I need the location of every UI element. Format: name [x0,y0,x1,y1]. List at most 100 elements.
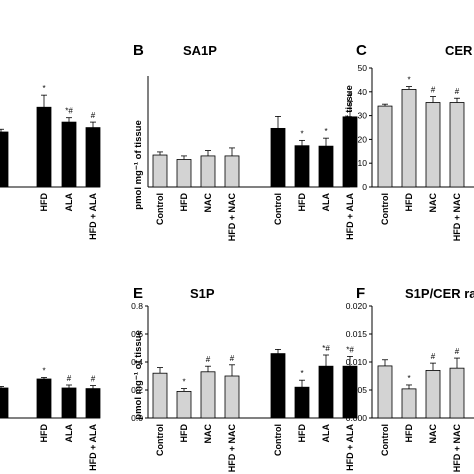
panel-e-significance: *# [346,345,354,354]
panel-e-category-label: Control [273,424,283,456]
panel-c-y-tick-label: 10 [358,158,368,168]
panel-e-category-label: HFD [297,424,307,443]
panel-d-bar [0,387,9,419]
panel-f-category-label: HFD + NAC [452,424,462,473]
panel-c-bar [401,89,417,188]
panel-f-category-label: NAC [428,424,438,444]
panel-a-bar [85,127,101,188]
panel-d-bar [36,378,52,419]
panel-b-bar [294,145,310,188]
panel-f-y-tick-label: 0.005 [346,385,368,395]
y-axis-title-b: pmol mg⁻¹ of tissue [133,120,144,209]
panel-b-bar [200,155,216,188]
panel-e-bar [224,375,240,419]
panel-a-bar [0,131,9,188]
panel-e-significance: * [182,378,185,387]
panel-e-y-tick-label: 0.8 [131,301,143,311]
panel-b-significance: * [300,129,303,138]
panel-a-category-label: ALA [64,193,74,212]
panel-e-category-label: HFD + NAC [227,424,237,473]
panel-a-significance: *# [65,107,73,116]
panel-f-bar [401,388,417,419]
panel-e-bar [294,386,310,419]
panel-b-category-label: HFD [297,193,307,212]
panel-e-significance: # [206,355,211,364]
panel-c-category-label: NAC [428,193,438,213]
panel-f-bar [425,369,441,419]
panel-c-y-tick-label: 40 [358,87,368,97]
panel-b-category-label: Control [273,193,283,225]
panel-e-bar [270,353,286,419]
panel-e-significance: *# [322,344,330,353]
panel-b-significance: * [324,127,327,136]
panel-e-y-tick-label: 0.4 [131,357,143,367]
panel-e-y-tick-label: 0.0 [131,413,143,423]
panel-e-category-label: NAC [203,424,213,444]
panel-b-bar [176,159,192,188]
panel-letter-f: F [356,285,365,302]
panel-d-significance: # [67,374,72,383]
panel-b-bar [152,154,168,188]
panel-e-bar [176,390,192,419]
panel-f-significance: # [455,347,460,356]
panel-f-y-tick-label: 0.010 [346,357,368,367]
panel-b-bar [342,116,358,188]
panel-e-significance: # [230,354,235,363]
panel-d-bar [85,388,101,419]
panel-title-c: CER [445,43,473,58]
panel-d-category-label: ALA [64,424,74,443]
panel-d-bar [61,387,77,419]
panel-a-category-label: HFD + ALA [88,193,98,240]
panel-b-category-label: HFD [179,193,189,212]
panel-b-category-label: HFD + NAC [227,193,237,242]
panel-title-e: S1P [190,286,215,301]
panel-c-bar [377,105,393,188]
panel-f-significance: # [431,352,436,361]
panel-a-category-label: HFD [39,193,49,212]
panel-b-category-label: HFD + ALA [345,193,355,240]
panel-title-f: S1P/CER rat [405,286,474,301]
panel-b-category-label: NAC [203,193,213,213]
panel-a-significance: * [42,84,45,93]
panel-f-category-label: Control [380,424,390,456]
panel-title-b: SA1P [183,43,217,58]
panel-f-y-tick-label: 0.020 [346,301,368,311]
panel-c-y-tick-label: 20 [358,134,368,144]
panel-c-significance: # [431,86,436,95]
panel-c-significance: * [407,76,410,85]
panel-e-bar [152,372,168,419]
panel-b-significance: # [348,90,353,99]
panel-c-category-label: HFD + NAC [452,193,462,242]
panel-f-category-label: HFD [404,424,414,443]
panel-d-category-label: HFD [39,424,49,443]
panel-f-significance: * [407,374,410,383]
panel-c-y-tick-label: 30 [358,111,368,121]
panel-f-y-tick-label: 0.015 [346,329,368,339]
panel-e-bar [318,365,334,419]
panel-a-bar [61,121,77,188]
panel-c-y-tick-label: 50 [358,63,368,73]
panel-e-significance: * [300,369,303,378]
panel-e-y-tick-label: 0.6 [131,329,143,339]
panel-c-category-label: HFD [404,193,414,212]
panel-e-category-label: Control [155,424,165,456]
panel-d-category-label: HFD + ALA [88,424,98,471]
panel-f-y-tick-label: 0.000 [346,413,368,423]
panel-b-bar [270,127,286,188]
panel-e-category-label: ALA [321,424,331,443]
panel-f-bar [449,367,465,419]
panel-b-bar [318,145,334,188]
panel-b-bar [224,155,240,188]
panel-c-y-tick-label: 0 [362,182,367,192]
panel-c-bar [449,102,465,188]
y-axis-title-e: pmol mg⁻¹ of tissue [133,330,144,419]
panel-f-bar [377,365,393,419]
panel-a-bar [36,106,52,188]
panel-e-bar [200,371,216,419]
panel-d-significance: * [42,367,45,376]
panel-letter-b: B [133,42,144,59]
panel-e-category-label: HFD [179,424,189,443]
panel-e-category-label: HFD + ALA [345,424,355,471]
panel-a-significance: # [91,111,96,120]
